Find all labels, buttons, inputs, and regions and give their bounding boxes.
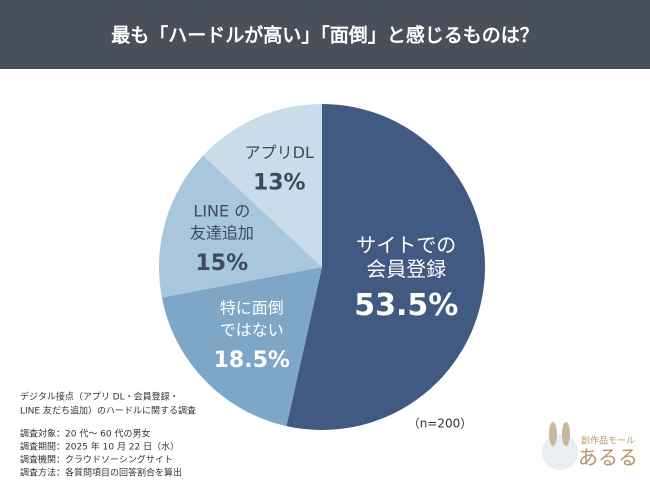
header-bar xyxy=(0,0,650,69)
annotation: （n=200） xyxy=(408,417,473,431)
slice-label: LINE の xyxy=(193,201,250,220)
slice-label: 友達追加 xyxy=(190,223,254,242)
logo-ear xyxy=(562,422,570,446)
slice-label: 特に面倒 xyxy=(220,299,284,318)
value-label: 15% xyxy=(195,251,248,276)
pie-slice xyxy=(161,267,322,427)
value-label: 53.5% xyxy=(354,288,458,323)
footnote: 調査対象：20 代〜 60 代の男女 xyxy=(20,428,151,440)
pie-slice xyxy=(159,155,322,298)
logo-icon xyxy=(542,434,578,470)
value-label: 13% xyxy=(253,170,306,195)
footnote: 調査機関：クラウドソーシングサイト xyxy=(20,454,173,466)
footnote: LINE 友だち追加）のハードルに関する調査 xyxy=(20,405,196,417)
slice-label: アプリDL xyxy=(245,143,314,162)
footnote: デジタル接点（アプリ DL・会員登録・ xyxy=(20,391,179,403)
footnote: 調査方法：各質問項目の回答割合を算出 xyxy=(20,467,182,479)
pie-slice xyxy=(203,104,322,267)
logo-ear xyxy=(549,422,557,446)
slice-label: 会員登録 xyxy=(366,257,446,281)
pie-slice xyxy=(286,104,485,430)
footnote: 調査期間：2025 年 10 月 22 日（水） xyxy=(20,441,179,453)
logo: 創作品モール あるる xyxy=(542,422,638,470)
slice-label: ではない xyxy=(220,321,284,340)
value-label: 18.5% xyxy=(214,348,290,373)
brand-tagline: 創作品モール xyxy=(581,435,635,447)
slice-label: サイトでの xyxy=(356,233,456,257)
chart-title: 最も「ハードルが高い」「面倒」と感じるものは？ xyxy=(111,24,539,47)
brand-name: あるる xyxy=(578,446,638,470)
